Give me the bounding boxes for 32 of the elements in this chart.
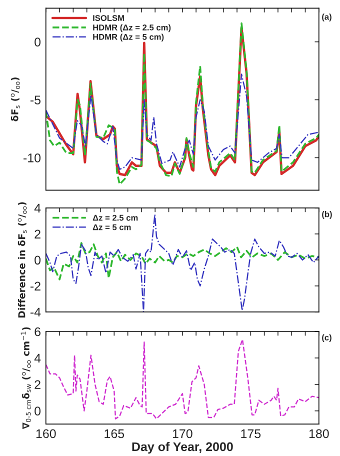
- legend-label: Δz = 2.5 cm: [92, 214, 138, 221]
- x-tick-label: 175: [241, 429, 261, 438]
- y-tick-label: 4: [34, 354, 41, 362]
- text: (a): [322, 14, 332, 22]
- y-tick-label: -2: [30, 282, 40, 290]
- y-axis-title: δF$_{s}$ ($^{o}$/$_{oo}$): [10, 78, 20, 122]
- x-tick-label: 180: [309, 429, 329, 438]
- y-tick-label: -4: [30, 308, 41, 316]
- y-axis-title: Difference in δF$_{s}$ ($^{o}$/$_{oo}$): [18, 202, 27, 318]
- y-tick-label: 0: [34, 406, 41, 416]
- legend-label: HDMR (Δz = 5 cm): [93, 34, 164, 42]
- y-tick-label: 2: [34, 380, 40, 389]
- legend-label: ISOLSM: [93, 15, 124, 21]
- y-tick-label: 4: [34, 204, 41, 212]
- y-tick-label: 2: [34, 230, 40, 238]
- x-axis-title: Day of Year, 2000: [132, 442, 233, 454]
- text: (b): [322, 211, 332, 219]
- y-tick-label: -5: [30, 96, 41, 104]
- y-tick-label: 0: [34, 38, 41, 46]
- text: ∇$_{0-5 cm}$δ$_{sw}$ ($^{o}$/$_{oo}$ cm$^{−1}$): [20, 327, 31, 430]
- y-tick-label: 6: [34, 327, 40, 336]
- text: (c): [322, 334, 332, 342]
- y-tick-label: -10: [24, 154, 41, 162]
- x-tick-label: 170: [172, 429, 192, 438]
- line-series: [46, 338, 319, 420]
- legend-label: Δz = 5 cm: [92, 224, 131, 230]
- x-tick-label: 165: [104, 429, 124, 438]
- line-series: [46, 74, 319, 170]
- legend-label: HDMR (Δz = 2.5 cm): [93, 24, 171, 32]
- y-tick-label: 0: [34, 256, 41, 265]
- x-tick-label: 160: [36, 429, 56, 438]
- line-series: [46, 242, 319, 280]
